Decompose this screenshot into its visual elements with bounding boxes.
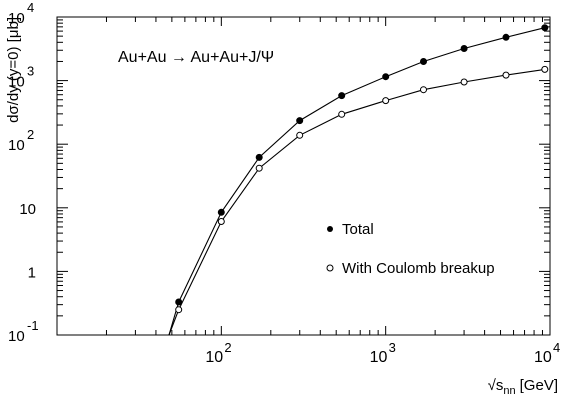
y-axis-label: dσ/dy (y=0) [μb] — [5, 17, 22, 123]
data-point-with-coulomb-breakup — [460, 78, 468, 86]
data-point-total — [541, 24, 549, 32]
data-point-total — [382, 73, 390, 81]
data-point-total — [420, 58, 427, 65]
legend-marker-coulomb — [326, 264, 334, 272]
x-axis-label-unit: [GeV] — [520, 377, 558, 394]
x-tick-exponent: 3 — [389, 340, 396, 355]
x-axis-label-base: √s — [488, 377, 504, 394]
data-point-total — [255, 153, 263, 161]
x-tick-exponent: 2 — [224, 340, 231, 355]
legend-marker-total — [327, 226, 333, 232]
x-tick-label: 10 — [205, 349, 223, 366]
data-point-with-coulomb-breakup — [217, 218, 225, 225]
data-point-with-coulomb-breakup — [502, 71, 510, 79]
series-line-total — [168, 27, 545, 336]
legend-label-coulomb: With Coulomb breakup — [342, 260, 495, 277]
x-tick-label: 10 — [534, 349, 552, 366]
y-tick-label: 1 — [28, 264, 36, 281]
data-point-with-coulomb-breakup — [420, 86, 427, 94]
legend: Total With Coulomb breakup — [326, 221, 495, 277]
data-point-total — [460, 45, 468, 52]
legend-label-total: Total — [342, 221, 374, 238]
x-axis-label: √snn [GeV] — [488, 377, 558, 396]
data-point-with-coulomb-breakup — [255, 164, 263, 172]
data-point-with-coulomb-breakup — [296, 131, 304, 139]
plot-frame — [56, 16, 551, 336]
x-axis-label-sub: nn — [503, 385, 515, 396]
y-tick-label: 10 — [8, 328, 25, 345]
y-tick-label: 10 — [8, 74, 25, 91]
y-tick-label: 10 — [8, 137, 25, 154]
chart-title: Au+Au → Au+Au+J/Ψ — [118, 49, 274, 66]
data-point-with-coulomb-breakup — [338, 110, 346, 118]
data-point-with-coulomb-breakup — [541, 65, 549, 73]
y-tick-label: 10 — [8, 10, 25, 27]
data-point-with-coulomb-breakup — [382, 97, 390, 105]
data-point-total — [296, 117, 304, 125]
data-point-total — [175, 298, 183, 306]
y-tick-exponent: 3 — [27, 64, 34, 79]
x-tick-exponent: 4 — [553, 340, 560, 355]
data-point-total — [338, 92, 346, 100]
data-point-with-coulomb-breakup — [175, 306, 183, 314]
y-tick-exponent: 2 — [27, 127, 34, 142]
series-layer — [168, 24, 549, 336]
data-point-total — [502, 33, 510, 41]
x-tick-label: 10 — [370, 349, 388, 366]
series-line-with-coulomb-breakup — [168, 68, 545, 336]
y-tick-label: 10 — [19, 201, 36, 218]
data-point-total — [217, 208, 225, 216]
y-tick-exponent: 4 — [27, 0, 34, 15]
y-tick-exponent: -1 — [27, 318, 39, 333]
